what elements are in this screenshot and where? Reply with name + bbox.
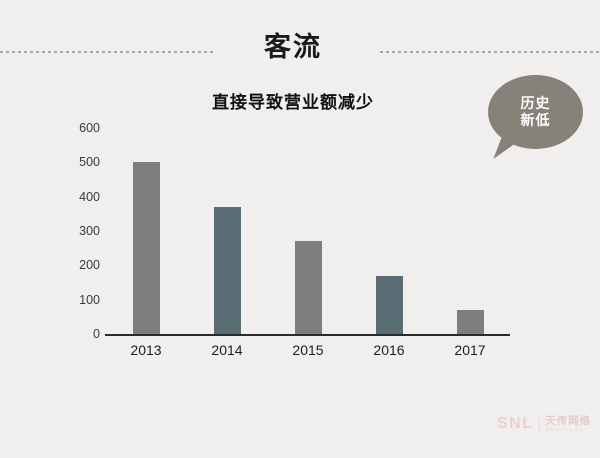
y-axis-label: 100	[79, 292, 100, 307]
watermark-divider: |	[537, 415, 542, 431]
y-axis-label: 600	[79, 121, 100, 135]
bar-2013	[132, 162, 160, 334]
watermark-brand: SNL	[497, 415, 534, 432]
y-axis-label: 200	[79, 258, 100, 273]
y-axis-label: 300	[79, 224, 100, 238]
watermark: SNL | 天传网络 WWW.SNL.CN	[497, 416, 595, 434]
divider-dashed-right	[380, 51, 600, 53]
x-axis-line	[105, 334, 510, 336]
y-axis-label: 400	[79, 189, 100, 204]
page-title: 客流	[264, 32, 322, 62]
x-axis-label: 2017	[454, 342, 486, 358]
bar-2014	[213, 207, 241, 334]
x-axis-label: 2016	[373, 342, 405, 358]
callout-line2: 新低	[520, 112, 551, 128]
bar-2016	[375, 276, 403, 334]
bar-2015	[294, 241, 322, 334]
watermark-name-block: 天传网络 WWW.SNL.CN	[545, 416, 595, 434]
watermark-url: WWW.SNL.CN	[545, 428, 583, 433]
x-axis-label: 2015	[292, 342, 324, 358]
y-axis-label: 0	[93, 327, 100, 341]
watermark-name: 天传网络	[545, 415, 592, 427]
x-axis-label: 2014	[211, 342, 243, 358]
x-axis-label: 2013	[130, 342, 162, 358]
y-axis-label: 500	[79, 155, 100, 170]
chart-title: 直接导致营业额减少	[212, 93, 374, 112]
divider-dashed-left	[0, 51, 215, 53]
callout-line1: 历史	[520, 95, 551, 111]
bar-2017	[456, 310, 484, 334]
